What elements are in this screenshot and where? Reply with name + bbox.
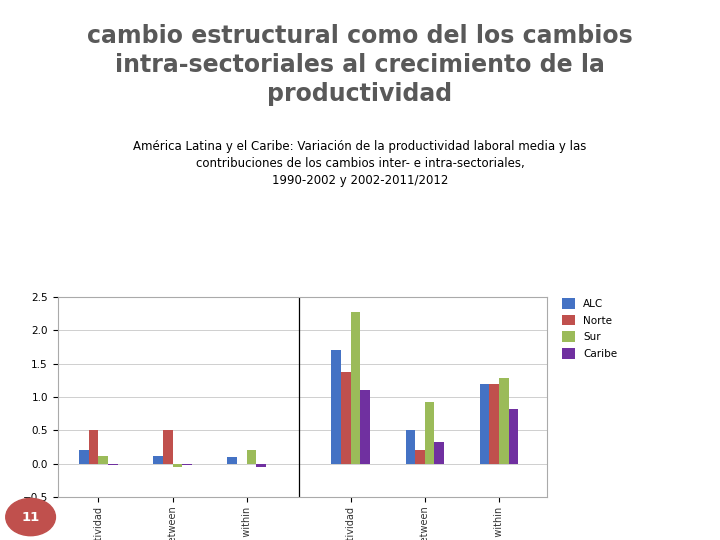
Bar [99,456,108,463]
Bar [351,312,360,463]
Text: América Latina y el Caribe: Variación de la productividad laboral media y las
co: América Latina y el Caribe: Variación de… [133,140,587,187]
Bar [331,350,341,463]
Bar [508,409,518,463]
Bar [415,450,425,463]
Bar [499,378,508,463]
Bar [256,463,266,467]
Bar [228,457,237,463]
Circle shape [6,498,55,536]
Bar [434,442,444,463]
Bar [89,430,99,463]
Bar [341,372,351,463]
Bar [108,463,117,465]
Text: cambio estructural como del los cambios
intra-sectoriales al crecimiento de la
p: cambio estructural como del los cambios … [87,24,633,106]
Bar [360,390,370,463]
Bar [182,463,192,465]
Bar [153,456,163,463]
Bar [490,383,499,463]
Bar [247,450,256,463]
Text: 11: 11 [22,510,40,524]
Bar [405,430,415,463]
Bar [480,383,490,463]
Bar [79,450,89,463]
Bar [425,402,434,463]
Bar [163,430,173,463]
Bar [173,463,182,467]
Legend: ALC, Norte, Sur, Caribe: ALC, Norte, Sur, Caribe [562,298,617,359]
